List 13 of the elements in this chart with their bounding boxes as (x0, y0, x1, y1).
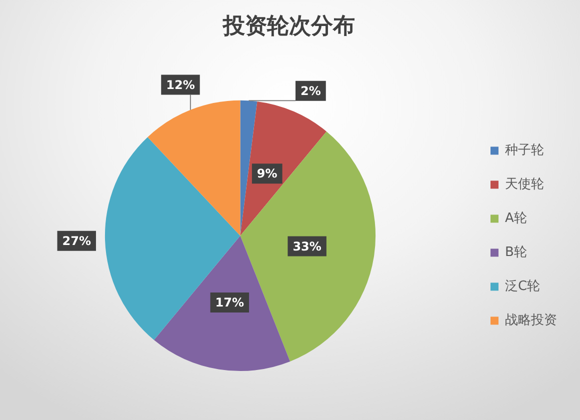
legend-label: 泛C轮 (505, 279, 540, 294)
data-label: 2% (300, 84, 321, 98)
chart-title: 投资轮次分布 (222, 12, 355, 39)
data-label: 17% (215, 296, 244, 310)
data-label: 12% (166, 78, 195, 92)
legend-label: 战略投资 (505, 313, 557, 328)
legend-label: A轮 (505, 211, 527, 226)
legend-label: 天使轮 (505, 177, 544, 192)
legend-label: B轮 (505, 245, 527, 260)
legend-label: 种子轮 (505, 143, 544, 158)
data-label: 33% (292, 239, 322, 254)
data-label: 9% (256, 166, 278, 181)
data-label: 27% (62, 234, 91, 248)
